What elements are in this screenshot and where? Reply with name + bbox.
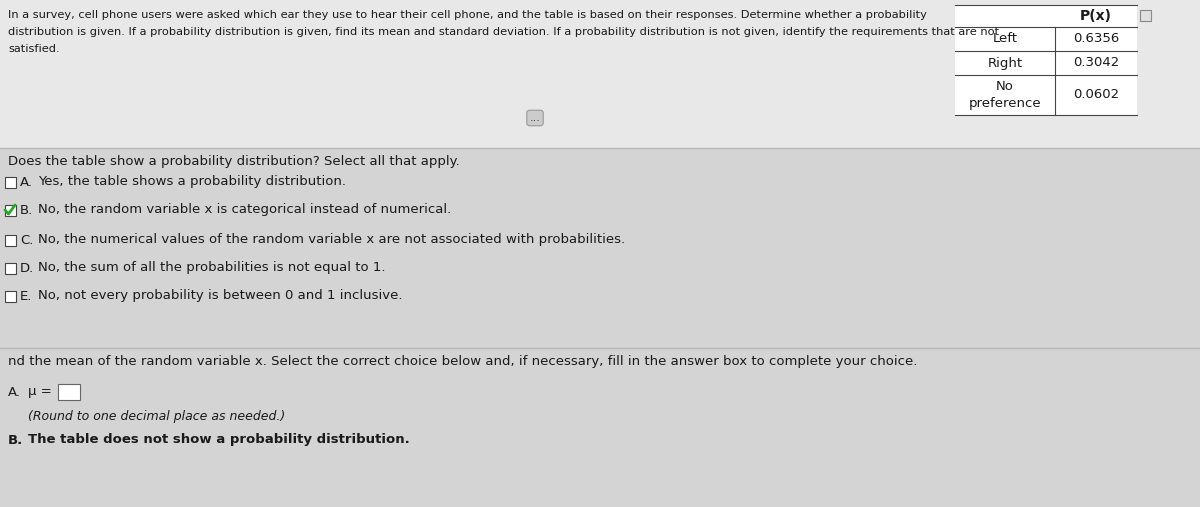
Bar [5,176,16,188]
Text: In a survey, cell phone users were asked which ear they use to hear their cell p: In a survey, cell phone users were asked… [8,10,926,20]
Text: No, the numerical values of the random variable x are not associated with probab: No, the numerical values of the random v… [38,234,625,246]
Text: E.: E. [20,289,32,303]
Text: No, not every probability is between 0 and 1 inclusive.: No, not every probability is between 0 a… [38,289,402,303]
Text: C.: C. [20,234,34,246]
Text: Yes, the table shows a probability distribution.: Yes, the table shows a probability distr… [38,175,346,189]
Text: B.: B. [8,433,23,447]
Bar [0,0,1200,148]
Text: 0.6356: 0.6356 [1073,32,1120,46]
Text: (Round to one decimal place as needed.): (Round to one decimal place as needed.) [28,410,286,423]
Text: μ =: μ = [28,385,52,399]
Bar [5,263,16,273]
Text: Does the table show a probability distribution? Select all that apply.: Does the table show a probability distri… [8,155,460,168]
Text: distribution is given. If a probability distribution is given, find its mean and: distribution is given. If a probability … [8,27,1000,37]
Text: Right: Right [988,56,1022,69]
Bar [5,291,16,302]
Bar [1140,10,1151,21]
Text: No: No [996,80,1014,92]
Text: 0.3042: 0.3042 [1073,56,1120,69]
Text: ...: ... [529,113,540,123]
Bar [5,235,16,245]
Text: A.: A. [20,175,34,189]
Text: satisfied.: satisfied. [8,44,60,54]
Text: nd the mean of the random variable x. Select the correct choice below and, if ne: nd the mean of the random variable x. Se… [8,355,917,368]
Text: No, the sum of all the probabilities is not equal to 1.: No, the sum of all the probabilities is … [38,262,385,274]
Text: 0.0602: 0.0602 [1073,89,1120,101]
Text: B.: B. [20,203,34,216]
Text: preference: preference [968,97,1042,111]
Text: No, the random variable x is categorical instead of numerical.: No, the random variable x is categorical… [38,203,451,216]
Text: The table does not show a probability distribution.: The table does not show a probability di… [28,433,409,447]
Text: D.: D. [20,262,35,274]
Bar [955,5,1138,115]
Text: P(x): P(x) [1080,9,1112,23]
Bar [5,204,16,215]
Text: A.: A. [8,385,22,399]
Bar [0,148,1200,507]
Bar [58,384,80,400]
Text: Left: Left [992,32,1018,46]
